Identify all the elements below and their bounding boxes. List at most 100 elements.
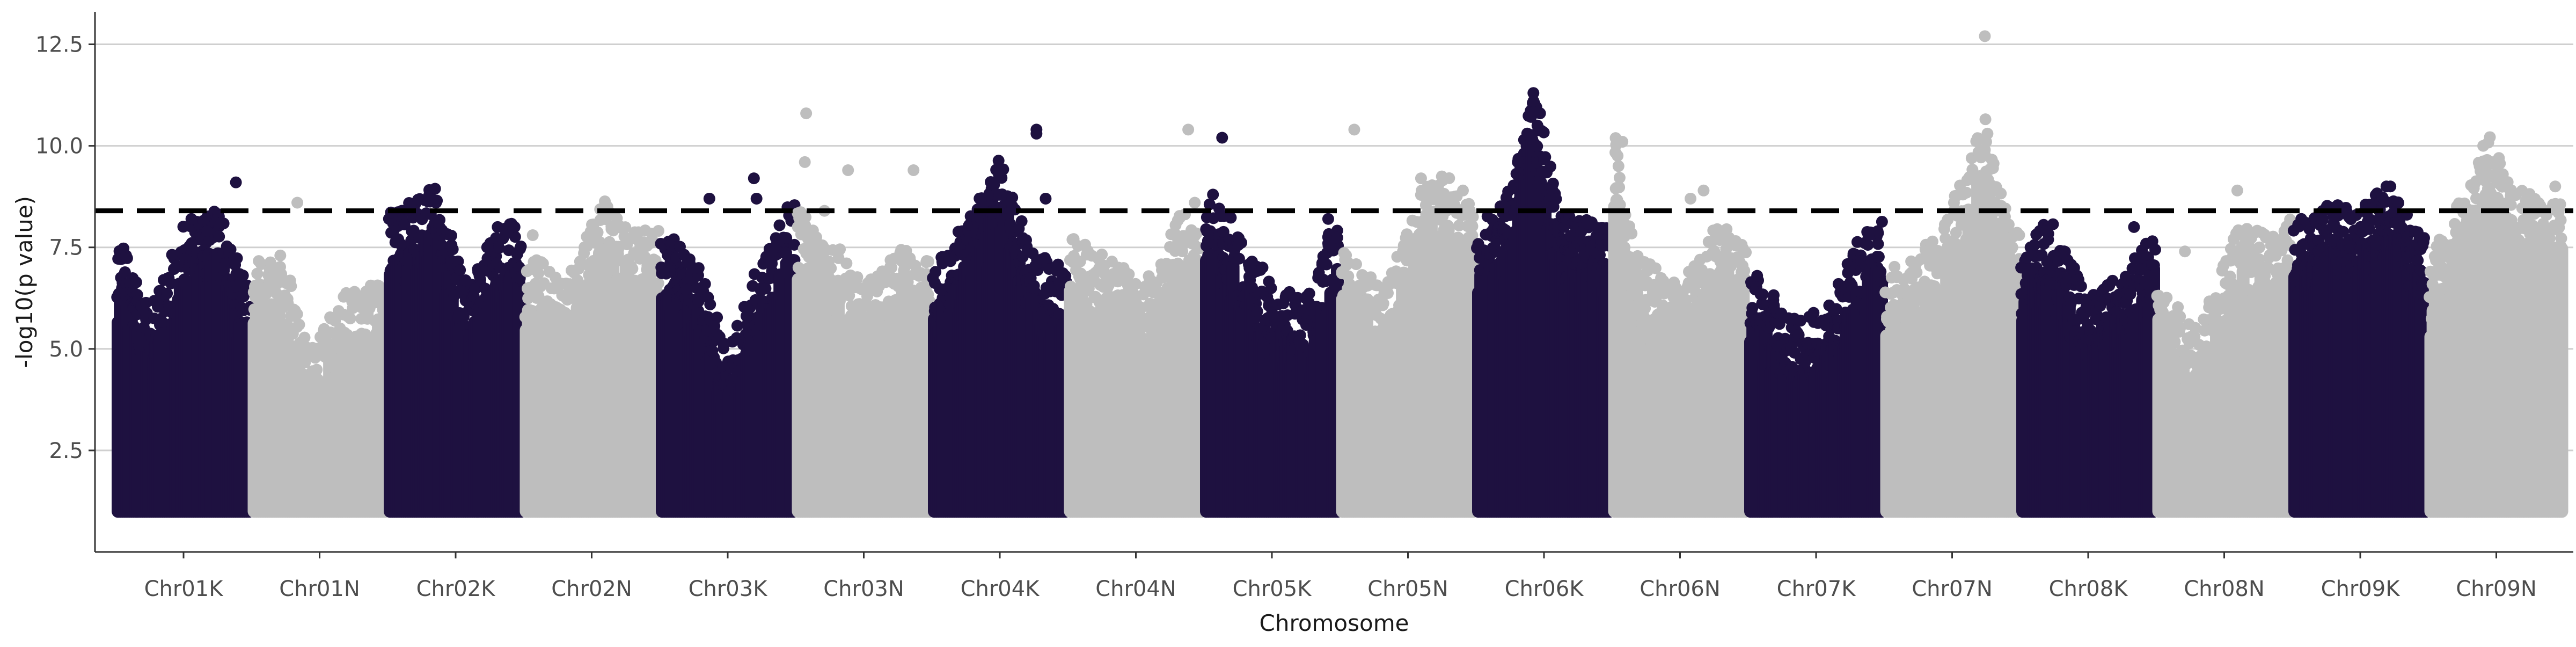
data-point: [2174, 322, 2186, 334]
x-tick-label: Chr03K: [689, 577, 769, 601]
peak-point: [1534, 107, 1546, 120]
data-point: [840, 257, 853, 270]
peak-point: [748, 172, 760, 185]
data-point: [445, 229, 457, 242]
data-point: [1779, 332, 1791, 345]
data-point: [213, 230, 225, 243]
data-point: [2084, 324, 2097, 337]
data-point: [619, 221, 632, 234]
chromosome-points-chr05k: [1200, 132, 1344, 518]
chromosome-points-chr05n: [1336, 123, 1480, 518]
data-point: [1256, 261, 1269, 274]
data-point: [1979, 113, 1992, 126]
data-point: [2544, 232, 2556, 244]
data-point: [515, 240, 527, 252]
data-point: [930, 266, 942, 278]
data-point: [2172, 301, 2184, 314]
data-point: [2537, 217, 2549, 230]
y-tick-label: 5.0: [49, 337, 83, 362]
peak-point: [1979, 30, 1991, 42]
data-point: [1453, 219, 1465, 231]
data-point: [2013, 229, 2025, 241]
data-point: [1889, 260, 1901, 273]
data-point: [1377, 299, 1389, 311]
data-point: [1609, 146, 1622, 158]
peak-point: [800, 107, 813, 120]
data-point: [1875, 265, 1887, 278]
peak-point: [908, 164, 920, 176]
data-point: [922, 256, 934, 268]
data-point: [1746, 302, 1759, 314]
data-point: [1799, 356, 1811, 368]
data-point: [1527, 87, 1540, 99]
data-point: [2106, 274, 2119, 287]
data-point: [2006, 242, 2018, 255]
peak-point: [230, 176, 242, 188]
data-point: [1466, 229, 1479, 242]
data-point: [1960, 186, 1973, 199]
peak-point: [2128, 221, 2140, 233]
data-point: [166, 249, 178, 261]
chromosome-points-chr09n: [2424, 131, 2568, 518]
peak-point: [1685, 192, 1697, 205]
data-point: [532, 267, 545, 280]
peak-point: [1457, 184, 1469, 197]
peak-point: [274, 249, 287, 261]
data-point: [291, 321, 303, 333]
data-point: [2052, 255, 2065, 267]
data-point: [1995, 187, 2007, 200]
data-point: [2296, 239, 2309, 251]
data-point: [447, 243, 459, 256]
data-point: [522, 292, 535, 304]
x-tick-label: Chr05N: [1367, 577, 1448, 601]
peak-point: [1216, 132, 1228, 144]
data-point: [1096, 249, 1108, 261]
peak-point: [2295, 213, 2308, 225]
data-point: [2189, 322, 2201, 334]
data-point: [1331, 231, 1343, 244]
data-point: [1190, 227, 1203, 239]
y-tick-label: 2.5: [49, 439, 83, 463]
data-point: [535, 256, 547, 268]
data-point: [1807, 307, 1820, 319]
x-axis-title: Chromosome: [1260, 610, 1409, 636]
data-point: [1467, 210, 1479, 223]
data-point: [1768, 289, 1780, 301]
x-tick-label: Chr08K: [2049, 577, 2129, 601]
data-point: [810, 231, 822, 243]
data-point: [2554, 198, 2566, 210]
data-point: [1613, 171, 1626, 184]
data-point: [1466, 220, 1478, 232]
data-point: [626, 263, 639, 275]
chromosome-points-chr06n: [1608, 132, 1753, 518]
x-tick-label: Chr09N: [2456, 577, 2537, 601]
data-point: [1911, 266, 1923, 279]
data-point: [1232, 239, 1245, 251]
data-point: [2555, 232, 2567, 244]
data-point: [429, 183, 441, 195]
data-point: [704, 298, 716, 310]
data-point: [1134, 301, 1146, 314]
data-point: [2363, 223, 2375, 235]
data-point: [706, 345, 719, 357]
peak-point: [1531, 119, 1543, 132]
peak-point: [1207, 188, 1219, 201]
peak-point: [2040, 225, 2052, 237]
data-point: [1987, 157, 2000, 170]
x-tick-label: Chr02K: [416, 577, 496, 601]
data-point: [1720, 243, 1732, 256]
data-point: [682, 283, 694, 296]
data-point: [1550, 193, 1562, 205]
x-tick-label: Chr04K: [961, 577, 1041, 601]
data-point: [237, 270, 249, 282]
chromosome-points-chr08k: [2015, 218, 2161, 518]
data-point: [284, 274, 296, 287]
data-point: [2029, 239, 2041, 251]
data-point: [1872, 238, 1884, 250]
data-point: [1203, 198, 1216, 210]
data-point: [2282, 258, 2295, 271]
data-point: [1052, 258, 1064, 271]
data-point: [2392, 197, 2405, 209]
chromosome-points-chr06k: [1471, 87, 1616, 518]
